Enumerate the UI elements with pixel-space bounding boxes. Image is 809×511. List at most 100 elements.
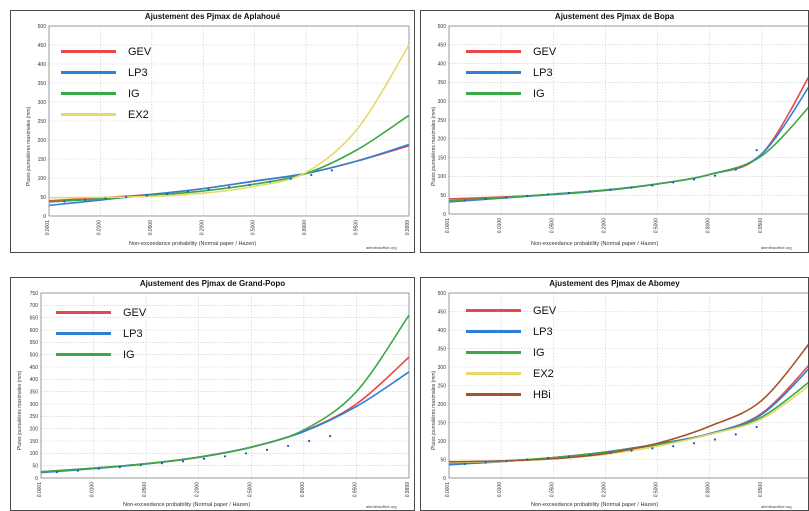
legend-item-gev: GEV — [466, 41, 556, 62]
y-tick-label: 100 — [30, 451, 39, 457]
legend-swatch — [466, 50, 521, 53]
observed-point — [630, 186, 633, 189]
legend-label: GEV — [123, 306, 147, 319]
legend-item-hbi: HBi — [466, 384, 556, 405]
x-tick-label: 0.9999 — [405, 220, 411, 236]
legend-label: LP3 — [128, 66, 148, 79]
x-tick-label: 0.0100 — [497, 218, 503, 234]
observed-point — [269, 180, 272, 183]
legend-label: GEV — [533, 304, 557, 317]
observed-point — [484, 461, 487, 464]
y-tick-label: 150 — [438, 420, 447, 426]
observed-point — [76, 469, 79, 472]
y-tick-label: 250 — [438, 118, 447, 124]
observed-point — [186, 190, 189, 193]
y-tick-label: 600 — [30, 328, 39, 334]
chart-title: Ajustement des Pjmax de Abomey — [549, 279, 680, 288]
x-tick-label: 0.0100 — [497, 482, 503, 498]
observed-point — [588, 190, 591, 193]
x-tick-label: 0.2000 — [601, 482, 607, 498]
y-tick-label: 650 — [30, 315, 39, 321]
x-tick-label: 0.9500 — [354, 220, 360, 236]
y-tick-label: 500 — [30, 352, 39, 358]
observed-point — [505, 196, 508, 199]
x-axis-label: Non-exceedance probability (Normal paper… — [129, 241, 257, 247]
y-tick-label: 200 — [30, 426, 39, 432]
legend-item-ex2: EX2 — [466, 363, 556, 384]
x-tick-label: 0.5000 — [251, 220, 257, 236]
y-tick-label: 50 — [440, 457, 446, 463]
y-tick-label: 0 — [443, 212, 446, 218]
y-tick-label: 350 — [30, 389, 39, 395]
chart-legend: GEV LP3 IG EX2 HBi — [466, 300, 556, 405]
legend-item-ig: IG — [466, 83, 556, 104]
observed-point — [463, 199, 466, 202]
observed-point — [755, 425, 758, 429]
observed-point — [546, 193, 550, 196]
y-tick-label: 400 — [438, 328, 447, 334]
observed-point — [248, 183, 251, 186]
x-tick-label: 0.5000 — [247, 482, 253, 498]
legend-label: IG — [123, 348, 135, 361]
legend-swatch — [466, 71, 521, 74]
y-tick-label: 150 — [38, 157, 47, 163]
x-tick-label: 0.8000 — [706, 218, 712, 234]
x-tick-label: 0.0001 — [445, 482, 451, 498]
y-tick-label: 50 — [440, 193, 446, 199]
legend-label: IG — [128, 87, 140, 100]
legend-item-lp3: LP3 — [466, 62, 556, 83]
observed-point — [755, 148, 758, 152]
observed-point — [139, 464, 142, 467]
chart-panel-abomey: Ajustement des Pjmax de Abomey 0 50 100 150… — [420, 277, 809, 511]
observed-point — [286, 444, 290, 448]
chart-panel-grand-popo: Ajustement des Pjmax de Grand-Popo 0 50 10… — [10, 277, 415, 511]
legend-item-ig: IG — [466, 342, 556, 363]
x-tick-label: 0.2000 — [195, 482, 201, 498]
observed-point — [289, 177, 292, 180]
x-tick-label: 0.8000 — [302, 220, 308, 236]
y-tick-label: 50 — [32, 463, 38, 469]
legend-swatch — [61, 113, 116, 116]
observed-point — [651, 184, 654, 187]
chart-legend: GEV LP3 IG EX2 — [61, 41, 151, 125]
observed-point — [160, 462, 164, 465]
series-line-ig — [40, 314, 410, 473]
x-tick-label: 0.2000 — [199, 220, 205, 236]
legend-item-ig: IG — [61, 83, 151, 104]
y-tick-label: 250 — [30, 414, 39, 420]
series-line-lp3 — [40, 371, 410, 474]
y-tick-label: 300 — [438, 365, 447, 371]
observed-point — [713, 438, 717, 441]
y-axis-label: Pluies journalières maximales (mm) — [17, 370, 23, 450]
observed-point — [734, 433, 737, 436]
credit-text: alemitraoffice.org — [761, 245, 792, 250]
observed-point — [630, 449, 633, 452]
legend-swatch — [466, 351, 521, 354]
x-tick-label: 0.0001 — [37, 482, 43, 498]
observed-point — [526, 194, 529, 198]
observed-point — [202, 457, 206, 460]
observed-point — [734, 168, 737, 171]
chart-plot: 0 50 100 150 200 250 300 350 400 450 500 550 600 650 7… — [30, 291, 411, 498]
observed-point — [181, 460, 185, 463]
legend-item-gev: GEV — [56, 302, 146, 323]
y-tick-label: 550 — [30, 340, 39, 346]
chart-legend: GEV LP3 IG — [466, 41, 556, 104]
y-tick-label: 400 — [438, 61, 447, 67]
observed-point — [463, 462, 466, 466]
series-line-lp3 — [48, 143, 410, 207]
observed-point — [223, 455, 227, 458]
legend-label: LP3 — [123, 327, 143, 340]
legend-swatch — [61, 50, 116, 53]
x-tick-label: 0.9500 — [758, 218, 764, 234]
observed-point — [63, 200, 66, 203]
y-tick-label: 700 — [30, 303, 39, 309]
y-tick-label: 450 — [38, 43, 47, 49]
observed-point — [308, 439, 311, 443]
legend-swatch — [466, 92, 521, 95]
series-line-gev — [48, 144, 410, 202]
chart-plot: 0 50 100 150 200 250 300 350 400 450 500 0.0001 0.01… — [38, 24, 411, 236]
observed-point — [609, 451, 612, 454]
y-tick-label: 250 — [438, 383, 447, 389]
legend-label: IG — [533, 87, 545, 100]
